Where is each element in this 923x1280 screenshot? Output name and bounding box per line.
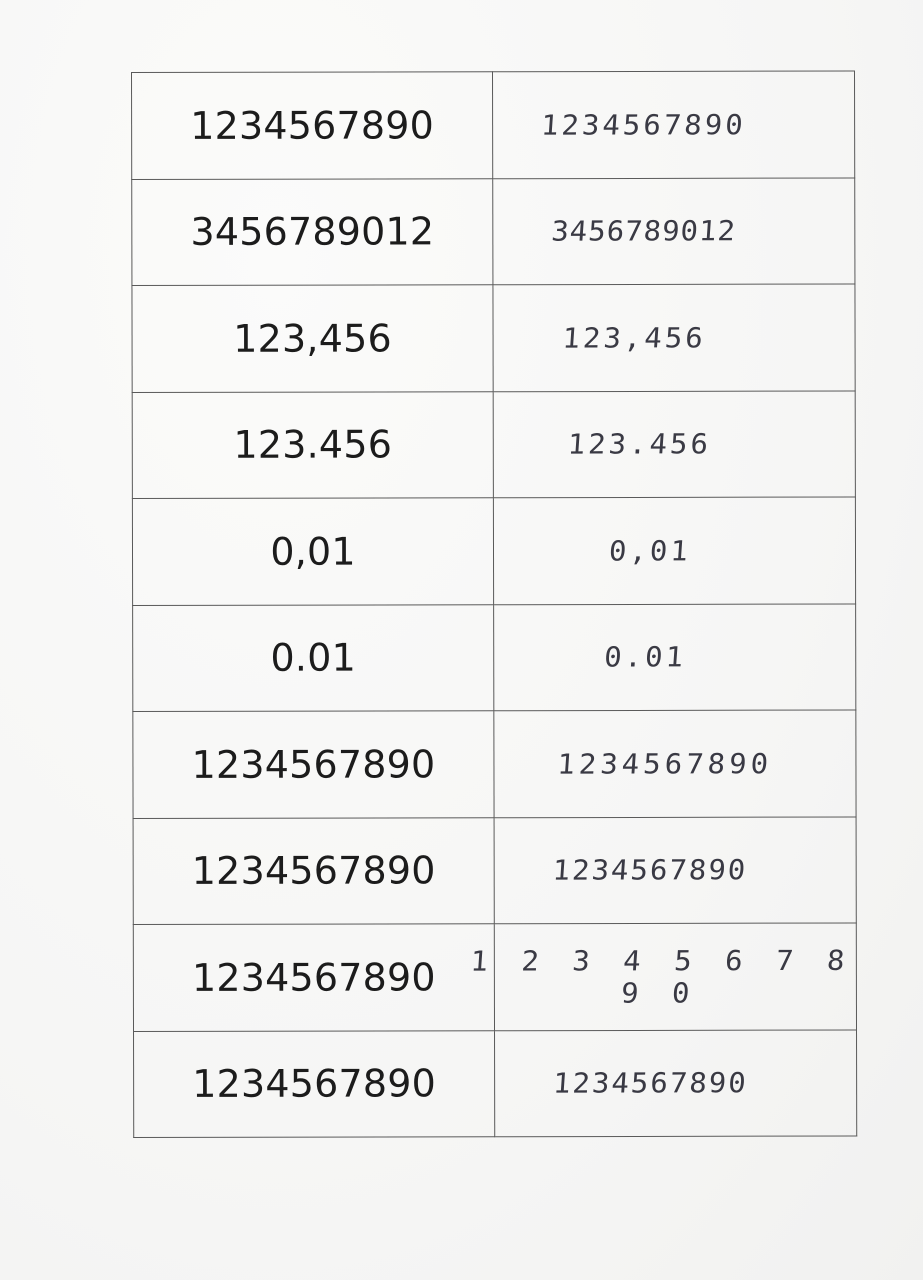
printed-number: 3456789012: [190, 209, 435, 255]
printed-number: 1234567890: [191, 848, 436, 894]
printed-number: 1234567890: [191, 742, 436, 787]
printed-cell: 1234567890: [133, 1030, 495, 1138]
printed-number: 123,456: [233, 316, 392, 361]
handwritten-number: 1234567890: [551, 853, 749, 887]
table-row: 1234567890 1234567890: [131, 70, 855, 179]
handwritten-cell: 1234567890: [492, 70, 855, 179]
handwritten-cell: 1234567890: [493, 709, 857, 818]
table-row: 123,456 123,456: [131, 283, 856, 392]
handwritten-number: 1234567890: [556, 747, 774, 781]
handwritten-cell: 3456789012: [492, 177, 855, 285]
table-row: 1234567890 1 2 3 4 5 6 7 8 9 0: [133, 922, 857, 1031]
table-row: 1234567890 1234567890: [133, 816, 857, 925]
printed-number: 1234567890: [192, 1061, 437, 1107]
table-row: 0,01 0,01: [132, 496, 856, 605]
printed-cell: 3456789012: [131, 178, 493, 286]
table-row: 123.456 123.456: [132, 390, 856, 499]
table-row: 1234567890 1234567890: [132, 709, 857, 818]
handwritten-number: 0.01: [602, 640, 687, 674]
handwritten-number: 1234567890: [552, 1066, 750, 1100]
table-row: 0.01 0.01: [132, 603, 856, 712]
printed-cell: 0,01: [132, 497, 494, 605]
handwritten-number: 1234567890: [540, 108, 748, 142]
printed-cell: 123.456: [132, 391, 494, 499]
handwritten-number: 3456789012: [550, 214, 738, 248]
printed-number: 1234567890: [190, 103, 435, 148]
handwritten-number: 123.456: [566, 427, 712, 461]
handwritten-number: 0,01: [607, 534, 692, 567]
printed-cell: 0.01: [132, 604, 494, 712]
handwritten-cell: 1 2 3 4 5 6 7 8 9 0: [469, 922, 857, 1031]
handwritten-cell: 1234567890: [494, 816, 857, 924]
handwritten-cell: 123.456: [493, 390, 856, 498]
printed-cell: 1234567890: [133, 817, 495, 925]
table-row: 1234567890 1234567890: [133, 1029, 857, 1138]
handwritten-cell: 0.01: [493, 603, 856, 711]
handwritten-number: 1 2 3 4 5 6 7 8 9 0: [469, 943, 854, 1010]
handwritten-number: 123,456: [561, 321, 707, 354]
printed-number: 1234567890: [191, 955, 436, 1000]
handwritten-cell: 123,456: [492, 283, 856, 392]
printed-cell: 1234567890: [133, 923, 495, 1031]
printed-cell: 1234567890: [131, 71, 493, 179]
printed-cell: 1234567890: [132, 710, 495, 818]
table-row: 3456789012 3456789012: [131, 177, 855, 286]
handwritten-cell: 0,01: [493, 496, 856, 605]
printed-number: 0,01: [270, 529, 356, 574]
handwritten-cell: 1234567890: [494, 1029, 857, 1137]
printed-number: 0.01: [270, 635, 356, 680]
printed-cell: 123,456: [131, 284, 494, 392]
number-table: 1234567890 1234567890 3456789012 3456789…: [131, 70, 857, 1138]
printed-number: 123.456: [233, 422, 393, 468]
